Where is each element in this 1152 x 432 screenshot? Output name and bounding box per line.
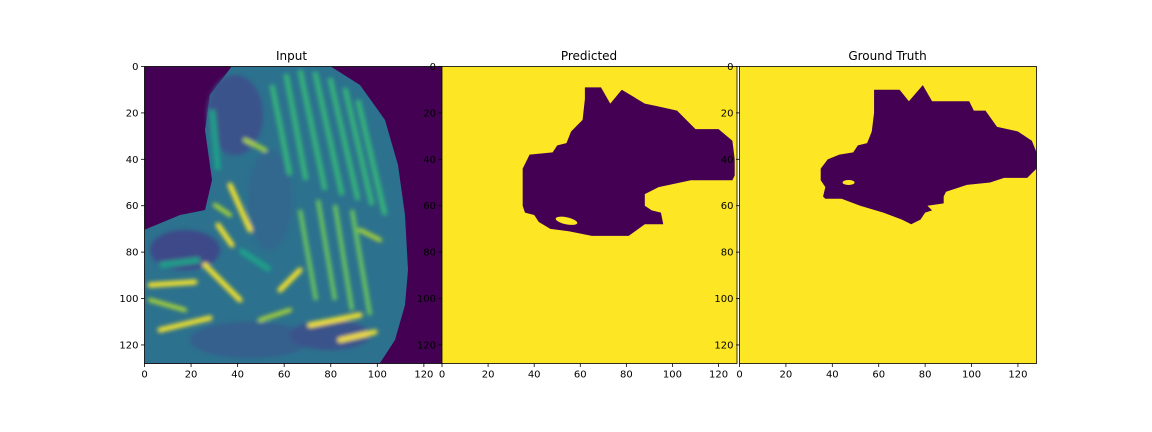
input-ytick-label: 0 (132, 62, 138, 73)
predicted-ytick-label: 60 (423, 201, 436, 212)
ground-truth-ytick-label: 60 (721, 201, 734, 212)
input-title: Input (276, 49, 307, 63)
input-xtick-label: 80 (324, 370, 337, 381)
predicted-xtick-label: 120 (709, 370, 728, 381)
ground-truth-xtick-label: 100 (962, 370, 981, 381)
ground-truth-xtick-label: 40 (826, 370, 839, 381)
predicted-ytick-label: 20 (423, 108, 436, 119)
ground-truth-xtick-label: 120 (1008, 370, 1027, 381)
predicted-ytick-label: 120 (417, 340, 436, 351)
predicted-xtick-label: 60 (574, 370, 587, 381)
ground-truth-title: Ground Truth (848, 49, 926, 63)
ground-truth-xtick-label: 60 (872, 370, 885, 381)
ground-truth-xaxis: 0 20 40 60 80 100 120 (736, 364, 1027, 381)
input-xtick-label: 0 (141, 370, 147, 381)
predicted-ytick-label: 0 (430, 62, 436, 73)
ground-truth-ytick-label: 0 (727, 62, 733, 73)
input-xaxis: 0 20 40 60 80 100 120 (141, 364, 433, 381)
ground-truth-ytick-label: 120 (714, 340, 733, 351)
ground-truth-xtick-label: 20 (780, 370, 793, 381)
predicted-xtick-label: 0 (439, 370, 445, 381)
input-xtick-label: 40 (231, 370, 244, 381)
predicted-ytick-label: 80 (423, 248, 436, 259)
predicted-xtick-label: 80 (620, 370, 633, 381)
predicted-ytick-label: 100 (417, 294, 436, 305)
input-xtick-label: 20 (185, 370, 198, 381)
ground-truth-ytick-label: 100 (714, 294, 733, 305)
input-panel: Input (119, 49, 442, 381)
ground-truth-hole (843, 180, 855, 185)
ground-truth-xtick-label: 0 (736, 370, 742, 381)
predicted-xtick-label: 20 (482, 370, 495, 381)
ground-truth-ytick-label: 80 (721, 248, 734, 259)
predicted-xtick-label: 40 (528, 370, 541, 381)
ground-truth-ytick-label: 20 (721, 108, 734, 119)
predicted-panel: Predicted 0 20 40 60 80 100 120 0 20 40 60 80 100 12… (417, 49, 737, 381)
input-xtick-label: 120 (414, 370, 433, 381)
predicted-xtick-label: 100 (663, 370, 682, 381)
predicted-ytick-label: 40 (423, 155, 436, 166)
input-xtick-label: 60 (278, 370, 291, 381)
ground-truth-xtick-label: 80 (919, 370, 932, 381)
input-ytick-label: 80 (126, 248, 139, 259)
predicted-title: Predicted (561, 49, 617, 63)
input-ytick-label: 120 (119, 340, 138, 351)
ground-truth-ytick-label: 40 (721, 155, 734, 166)
input-ytick-label: 20 (126, 108, 139, 119)
input-image (144, 66, 443, 364)
input-ytick-label: 100 (119, 294, 138, 305)
input-yaxis: 0 20 40 60 80 100 120 (119, 62, 144, 351)
predicted-xaxis: 0 20 40 60 80 100 120 (439, 364, 728, 381)
ground-truth-panel: Ground Truth 0 20 40 60 80 100 120 0 20 40 60 80 10… (714, 49, 1036, 381)
input-xtick-label: 100 (368, 370, 387, 381)
input-ytick-label: 40 (126, 155, 139, 166)
input-ytick-label: 60 (126, 201, 139, 212)
